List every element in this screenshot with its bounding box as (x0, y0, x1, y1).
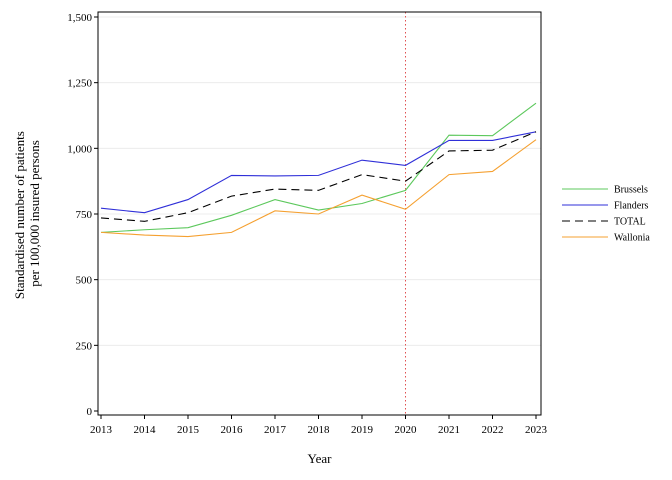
y-tick-label-5: 1,250 (67, 78, 92, 90)
y-tick-label-4: 1,000 (67, 143, 92, 155)
legend: Brussels Flanders TOTAL Wallonia (562, 185, 650, 244)
x-tick-label-0: 2013 (90, 424, 113, 436)
series-line-flanders (100, 131, 537, 214)
x-tick-label-8: 2021 (438, 424, 460, 436)
x-tick-label-7: 2020 (395, 424, 418, 436)
x-tick-label-5: 2018 (308, 424, 331, 436)
x-tick-label-4: 2017 (264, 424, 287, 436)
x-tick-label-1: 2014 (134, 424, 157, 436)
y-axis-title: Standardised number of patients per 100,… (12, 128, 42, 299)
y-axis-title-line-2: per 100,000 insured persons (27, 140, 42, 287)
y-tick-label-0: 0 (87, 406, 93, 418)
x-tick-label-3: 2016 (221, 424, 244, 436)
x-tick-label-9: 2022 (482, 424, 504, 436)
legend-label-wallonia: Wallonia (614, 233, 650, 244)
y-tick-label-2: 500 (76, 275, 93, 287)
gridlines (98, 16, 541, 346)
y-axis: 0 250 500 750 1,000 1,250 1,500 (67, 12, 98, 418)
legend-label-flanders: Flanders (614, 201, 649, 212)
series-lines (100, 102, 537, 238)
y-tick-label-1: 250 (76, 340, 93, 352)
series-line-wallonia (100, 139, 537, 238)
x-axis: 2013 2014 2015 2016 2017 2018 2019 2020 2021 2022… (90, 415, 548, 436)
x-tick-label-2: 2015 (177, 424, 200, 436)
y-axis-title-line-1: Standardised number of patients (12, 131, 27, 299)
legend-label-brussels: Brussels (614, 185, 648, 196)
series-line-brussels (100, 102, 537, 233)
series-line-total (100, 131, 537, 222)
legend-label-total: TOTAL (614, 217, 646, 228)
x-axis-title: Year (308, 451, 333, 466)
x-tick-label-10: 2023 (525, 424, 548, 436)
y-tick-label-6: 1,500 (67, 12, 92, 24)
y-tick-label-3: 750 (76, 209, 93, 221)
x-tick-label-6: 2019 (351, 424, 374, 436)
